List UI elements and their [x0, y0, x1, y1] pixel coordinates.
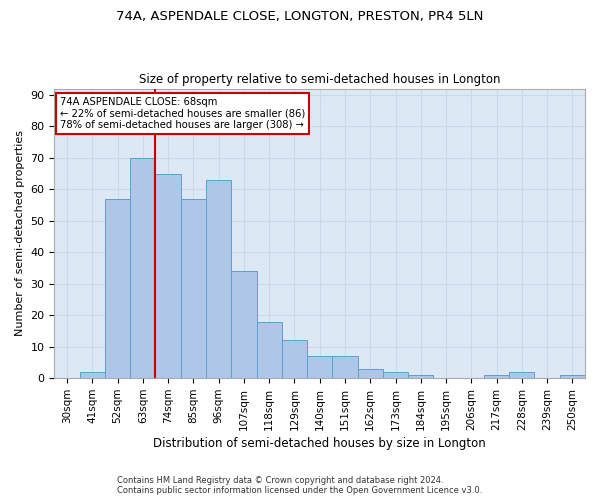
Bar	[332, 356, 358, 378]
Bar	[358, 369, 383, 378]
Text: 74A ASPENDALE CLOSE: 68sqm
← 22% of semi-detached houses are smaller (86)
78% of: 74A ASPENDALE CLOSE: 68sqm ← 22% of semi…	[60, 97, 305, 130]
Bar	[130, 158, 155, 378]
Y-axis label: Number of semi-detached properties: Number of semi-detached properties	[15, 130, 25, 336]
Bar	[206, 180, 231, 378]
Bar	[560, 375, 585, 378]
Bar	[509, 372, 535, 378]
Bar	[383, 372, 408, 378]
Bar	[257, 322, 282, 378]
Title: Size of property relative to semi-detached houses in Longton: Size of property relative to semi-detach…	[139, 73, 500, 86]
Bar	[155, 174, 181, 378]
Bar	[282, 340, 307, 378]
Bar	[181, 198, 206, 378]
Text: 74A, ASPENDALE CLOSE, LONGTON, PRESTON, PR4 5LN: 74A, ASPENDALE CLOSE, LONGTON, PRESTON, …	[116, 10, 484, 23]
Bar	[307, 356, 332, 378]
Bar	[408, 375, 433, 378]
Bar	[80, 372, 105, 378]
X-axis label: Distribution of semi-detached houses by size in Longton: Distribution of semi-detached houses by …	[154, 437, 486, 450]
Text: Contains HM Land Registry data © Crown copyright and database right 2024.
Contai: Contains HM Land Registry data © Crown c…	[118, 476, 482, 495]
Bar	[231, 271, 257, 378]
Bar	[105, 198, 130, 378]
Bar	[484, 375, 509, 378]
